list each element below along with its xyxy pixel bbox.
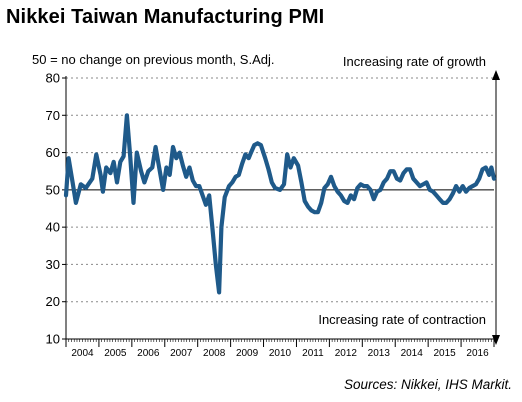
arrow-down-head bbox=[492, 335, 500, 345]
x-tick-label-2008: 2008 bbox=[203, 348, 226, 359]
y-tick-label-40: 40 bbox=[46, 220, 60, 235]
arrow-up-head bbox=[492, 70, 500, 80]
y-tick-label-60: 60 bbox=[46, 145, 60, 160]
x-tick-label-2005: 2005 bbox=[104, 348, 127, 359]
axes bbox=[62, 70, 500, 347]
x-tick-label-2011: 2011 bbox=[302, 348, 324, 359]
labels: 10 20 30 40 50 60 70 80 2004 2005 2006 2007 2008 2009… bbox=[46, 54, 490, 359]
series-layer bbox=[63, 113, 497, 295]
x-tick-label-2007: 2007 bbox=[170, 348, 193, 359]
series-line-pmi bbox=[63, 113, 497, 295]
x-tick-label-2010: 2010 bbox=[269, 348, 292, 359]
source-note: Sources: Nikkei, IHS Markit. bbox=[343, 377, 512, 392]
x-tick-label-2015: 2015 bbox=[433, 348, 456, 359]
x-tick-label-2014: 2014 bbox=[401, 348, 424, 359]
x-tick-label-2013: 2013 bbox=[368, 348, 391, 359]
y-tick-label-10: 10 bbox=[46, 332, 60, 347]
x-tick-label-2006: 2006 bbox=[137, 348, 160, 359]
x-tick-label-2004: 2004 bbox=[71, 348, 94, 359]
y-tick-label-30: 30 bbox=[46, 257, 60, 272]
y-tick-label-80: 80 bbox=[46, 71, 60, 86]
y-tick-label-50: 50 bbox=[46, 182, 60, 197]
y-tick-label-70: 70 bbox=[46, 108, 60, 123]
annotation-growth: Increasing rate of growth bbox=[343, 54, 486, 69]
chart-title: Nikkei Taiwan Manufacturing PMI bbox=[6, 6, 325, 28]
annotation-contraction: Increasing rate of contraction bbox=[318, 312, 486, 327]
chart-subtitle: 50 = no change on previous month, S.Adj. bbox=[32, 52, 275, 67]
x-tick-label-2012: 2012 bbox=[335, 348, 358, 359]
y-tick-label-20: 20 bbox=[46, 294, 60, 309]
x-tick-label-2009: 2009 bbox=[236, 348, 259, 359]
x-tick-label-2016: 2016 bbox=[466, 348, 489, 359]
